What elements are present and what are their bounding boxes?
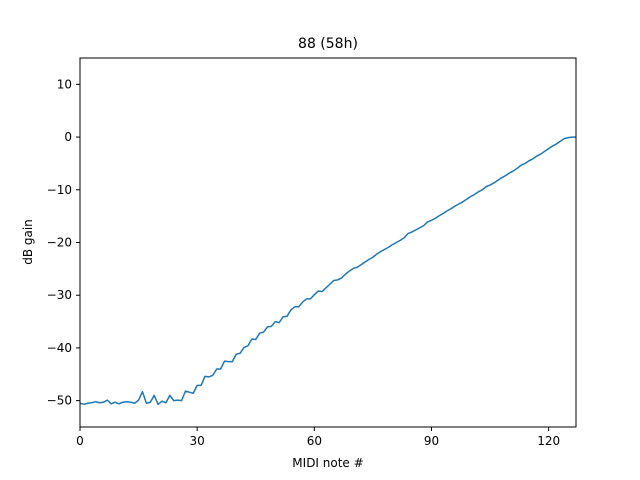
y-axis-label: dB gain: [21, 219, 35, 265]
y-tick-label: −50: [47, 394, 72, 408]
x-tick-label: 90: [424, 434, 439, 448]
y-tick-label: 0: [64, 130, 72, 144]
x-axis-ticks: 0 30 60 90 120: [76, 427, 560, 448]
y-tick-label: −40: [47, 341, 72, 355]
y-tick-label: 10: [57, 77, 72, 91]
x-tick-label: 0: [76, 434, 84, 448]
x-tick-label: 120: [537, 434, 560, 448]
y-tick-label: −10: [47, 183, 72, 197]
y-tick-label: −30: [47, 288, 72, 302]
x-tick-label: 60: [307, 434, 322, 448]
y-tick-label: −20: [47, 236, 72, 250]
y-axis-ticks: 10 0 −10 −20 −30 −40 −50: [47, 77, 80, 408]
series-line-0: [80, 136, 576, 406]
x-tick-label: 30: [190, 434, 205, 448]
plot-area: [80, 136, 576, 406]
chart-title: 88 (58h): [298, 36, 358, 52]
axes-frame: [79, 57, 577, 428]
x-axis-label: MIDI note #: [292, 456, 363, 470]
